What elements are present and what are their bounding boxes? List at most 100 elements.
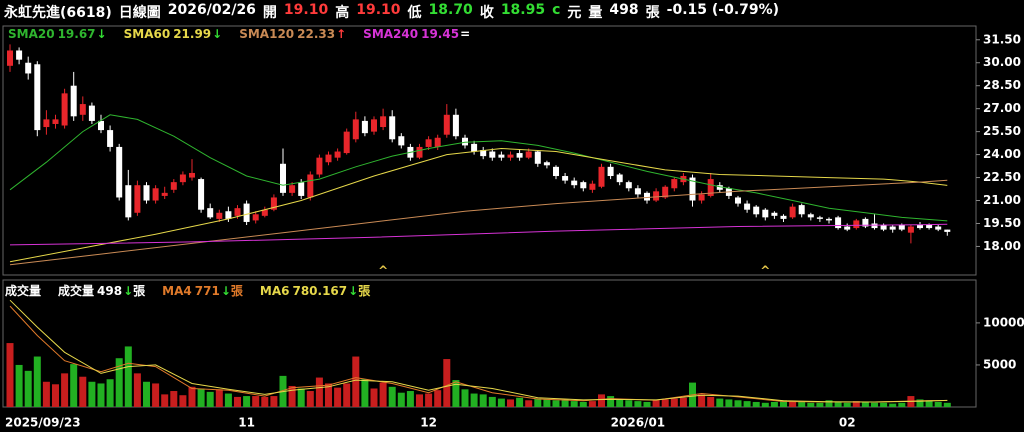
- volume-bar: [352, 356, 360, 407]
- candle-body: [125, 185, 132, 218]
- header-item: 18.70: [428, 2, 473, 18]
- candle-body: [170, 182, 177, 190]
- legend-value: 19.45: [421, 27, 460, 41]
- volume-bar: [425, 393, 433, 407]
- candle-body: [798, 205, 805, 215]
- candle-body: [98, 120, 104, 131]
- candle-body: [489, 151, 496, 158]
- y-tick-label: 21.00: [983, 193, 1021, 207]
- volume-bar: [124, 346, 132, 407]
- candle-body: [70, 85, 77, 117]
- volume-bar: [361, 379, 369, 407]
- volume-bar: [443, 359, 451, 407]
- candle-body: [207, 208, 214, 218]
- volume-bar: [388, 386, 396, 407]
- legend-name: MA4: [162, 284, 192, 298]
- candle-body: [325, 154, 332, 163]
- legend-name: SMA240: [363, 27, 419, 41]
- volume-bar: [570, 401, 578, 407]
- volume-bar: [552, 400, 560, 407]
- legend-arrow: ↓: [220, 284, 231, 298]
- candle-body: [443, 114, 450, 135]
- candle-body: [143, 185, 150, 201]
- volume-bar: [716, 398, 724, 407]
- volume-bar: [634, 401, 642, 407]
- header-item: 19.10: [283, 2, 329, 18]
- candle-body: [25, 62, 32, 74]
- candle-body: [607, 166, 614, 177]
- candle-body: [625, 182, 632, 189]
- candle-body: [462, 137, 468, 146]
- candle-body: [16, 50, 23, 60]
- volume-bar: [525, 400, 533, 407]
- volume-bar: [334, 387, 342, 407]
- candle-body: [716, 185, 723, 190]
- volume-bar: [579, 401, 587, 407]
- header-item: 2026/02/26: [167, 2, 256, 18]
- candle-body: [589, 183, 596, 190]
- candle-body: [416, 146, 423, 158]
- legend-unit: 張: [133, 284, 146, 298]
- volume-bar: [61, 373, 69, 407]
- panel-title: 成交量: [5, 284, 42, 298]
- ma-line: [9, 147, 948, 263]
- volume-bar: [734, 400, 742, 407]
- volume-bar: [625, 400, 633, 407]
- legend-value: 22.33: [297, 27, 336, 41]
- candle-body: [179, 174, 186, 183]
- header-item: 498: [609, 2, 639, 18]
- volume-bar: [461, 389, 469, 407]
- candle-body: [43, 119, 50, 128]
- volume-bar: [670, 398, 678, 407]
- candle-body: [844, 226, 851, 230]
- candle-body: [671, 179, 678, 189]
- candle-body: [935, 226, 942, 230]
- volume-bar: [543, 399, 551, 407]
- y-tick-label: 5000: [983, 357, 1016, 371]
- legend-value: 780.167: [292, 284, 348, 298]
- volume-bar: [252, 396, 260, 407]
- candle-body: [334, 151, 341, 158]
- candle-body: [780, 215, 787, 219]
- legend-value: 498: [97, 284, 123, 298]
- ma-line: [9, 299, 948, 403]
- legend-arrow: ↓: [212, 27, 223, 41]
- ma-line: [9, 179, 948, 266]
- candle-body: [616, 174, 623, 183]
- volume-bar: [224, 393, 232, 407]
- volume-bar: [761, 402, 769, 407]
- volume-bar: [880, 402, 888, 407]
- volume-bar: [397, 392, 405, 407]
- volume-bar: [406, 391, 414, 407]
- header-item: 量: [588, 5, 603, 21]
- volume-bar: [161, 394, 169, 407]
- volume-bar: [698, 394, 706, 407]
- header-item: 18.95: [500, 2, 546, 18]
- candle-body: [507, 154, 514, 158]
- volume-bar: [607, 396, 615, 407]
- y-tick-label: 22.50: [983, 170, 1021, 184]
- volume-bar: [170, 391, 178, 407]
- volume-bar: [370, 388, 378, 407]
- candle-body: [525, 151, 532, 158]
- marker: ^: [760, 264, 770, 278]
- volume-bar: [24, 370, 32, 407]
- candle-body: [543, 162, 550, 166]
- volume-bar: [33, 356, 41, 407]
- y-tick-label: 24.00: [983, 147, 1021, 161]
- ma-line: [9, 223, 948, 246]
- price-legend: SMA20 19.67↓ SMA60 21.99↓ SMA120 22.33↑ SMA240…: [5, 27, 470, 41]
- legend-value: 21.99: [173, 27, 212, 41]
- candle-body: [298, 182, 305, 196]
- header-item: 日線圖: [118, 5, 161, 21]
- volume-bar: [561, 399, 569, 407]
- price-panel: [2, 25, 977, 276]
- legend-unit: 張: [230, 284, 243, 298]
- legend-name: MA6: [259, 284, 290, 298]
- legend-name: SMA20: [8, 27, 55, 41]
- volume-bar: [934, 401, 942, 407]
- volume-bar: [871, 402, 878, 407]
- candle-body: [771, 212, 778, 216]
- legend-arrow: ↓: [96, 27, 107, 41]
- volume-bar: [52, 384, 59, 407]
